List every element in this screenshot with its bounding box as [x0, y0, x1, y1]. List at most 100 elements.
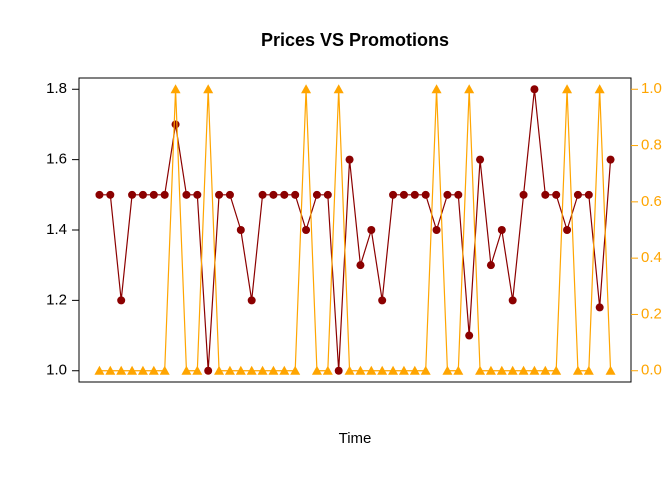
y2-tick-label: 0.0	[641, 362, 662, 379]
point	[235, 365, 246, 375]
point	[311, 365, 322, 375]
y2-tick-label: 1.0	[641, 80, 662, 97]
point	[95, 190, 104, 199]
point	[269, 190, 278, 199]
y2-tick-label: 0.6	[641, 193, 662, 210]
point	[170, 84, 181, 94]
point	[584, 190, 593, 199]
point	[551, 365, 562, 375]
point	[563, 226, 572, 234]
point	[485, 365, 496, 375]
y-tick-label: 1.4	[46, 221, 67, 238]
point	[496, 365, 507, 375]
point	[224, 365, 235, 375]
x-axis-label: Time	[339, 430, 372, 447]
point	[344, 365, 355, 375]
point	[106, 190, 115, 199]
point	[389, 190, 398, 199]
point	[301, 84, 312, 94]
point	[420, 365, 431, 375]
point	[116, 365, 127, 375]
point	[257, 365, 268, 375]
point	[562, 84, 573, 94]
point	[594, 84, 605, 94]
point	[334, 366, 343, 375]
point	[573, 190, 582, 199]
point	[247, 296, 256, 305]
point	[215, 190, 224, 199]
point	[465, 331, 474, 340]
point	[322, 365, 333, 375]
point	[409, 365, 420, 375]
point	[302, 226, 311, 234]
y-tick-label: 1.0	[46, 362, 67, 379]
point	[181, 365, 192, 375]
point	[606, 155, 615, 164]
point	[333, 84, 344, 94]
point	[454, 190, 463, 199]
point	[225, 190, 234, 199]
point	[595, 303, 604, 312]
point	[128, 190, 137, 199]
y-tick-label: 1.8	[46, 80, 67, 97]
y-tick-label: 1.6	[46, 151, 67, 168]
chart-title: Prices VS Promotions	[261, 30, 449, 50]
series-line	[99, 89, 612, 371]
point	[432, 226, 441, 234]
point	[410, 190, 419, 199]
point	[366, 365, 377, 375]
point	[605, 365, 616, 375]
point	[519, 190, 528, 199]
point	[94, 365, 105, 375]
point	[399, 190, 408, 199]
point	[507, 365, 518, 375]
point	[388, 365, 399, 375]
y2-tick-label: 0.4	[641, 249, 662, 266]
point	[214, 365, 225, 375]
point	[171, 120, 180, 129]
y2-tick-label: 0.2	[641, 305, 662, 322]
point	[280, 190, 289, 199]
point	[345, 155, 354, 164]
point	[268, 365, 279, 375]
point	[182, 190, 191, 199]
point	[203, 84, 214, 94]
point	[497, 226, 506, 234]
point	[431, 84, 442, 94]
point	[530, 85, 539, 94]
y-tick-label: 1.2	[46, 291, 67, 308]
point	[204, 366, 213, 375]
point	[398, 365, 409, 375]
point	[192, 365, 203, 375]
point	[476, 155, 485, 164]
point	[540, 365, 551, 375]
point	[236, 226, 245, 234]
point	[148, 365, 159, 375]
point	[312, 190, 321, 199]
point	[518, 365, 529, 375]
point	[378, 296, 387, 305]
point	[258, 190, 267, 199]
point	[486, 261, 495, 270]
point	[193, 190, 202, 199]
point	[508, 296, 517, 305]
point	[529, 365, 540, 375]
point	[356, 261, 365, 270]
point	[464, 84, 475, 94]
point	[541, 190, 550, 199]
point	[355, 365, 366, 375]
point	[323, 190, 332, 199]
point	[246, 365, 257, 375]
point	[159, 365, 170, 375]
point	[421, 190, 430, 199]
point	[137, 365, 148, 375]
point	[475, 365, 486, 375]
point	[367, 226, 376, 234]
point	[105, 365, 116, 375]
point	[149, 190, 158, 199]
point	[279, 365, 290, 375]
point	[138, 190, 147, 199]
point	[552, 190, 561, 199]
